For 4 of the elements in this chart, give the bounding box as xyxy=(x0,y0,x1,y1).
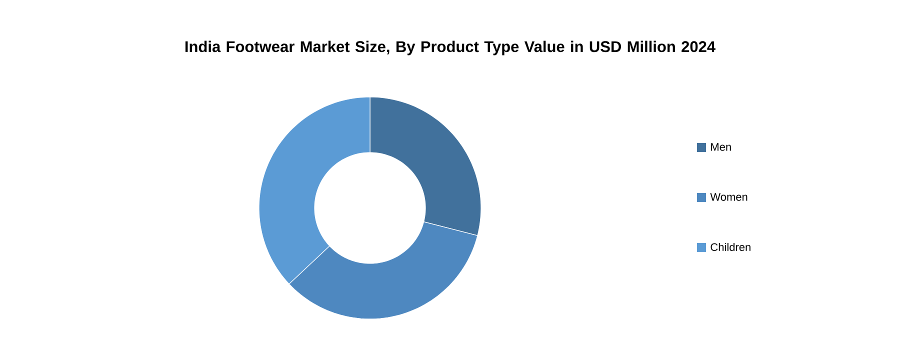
legend-label: Men xyxy=(711,143,731,151)
legend-label: Children xyxy=(710,242,750,252)
legend-label: Women xyxy=(710,193,748,201)
chart-title: India Footwear Market Size, By Product Type Value in USD Million 2024 xyxy=(185,40,716,56)
